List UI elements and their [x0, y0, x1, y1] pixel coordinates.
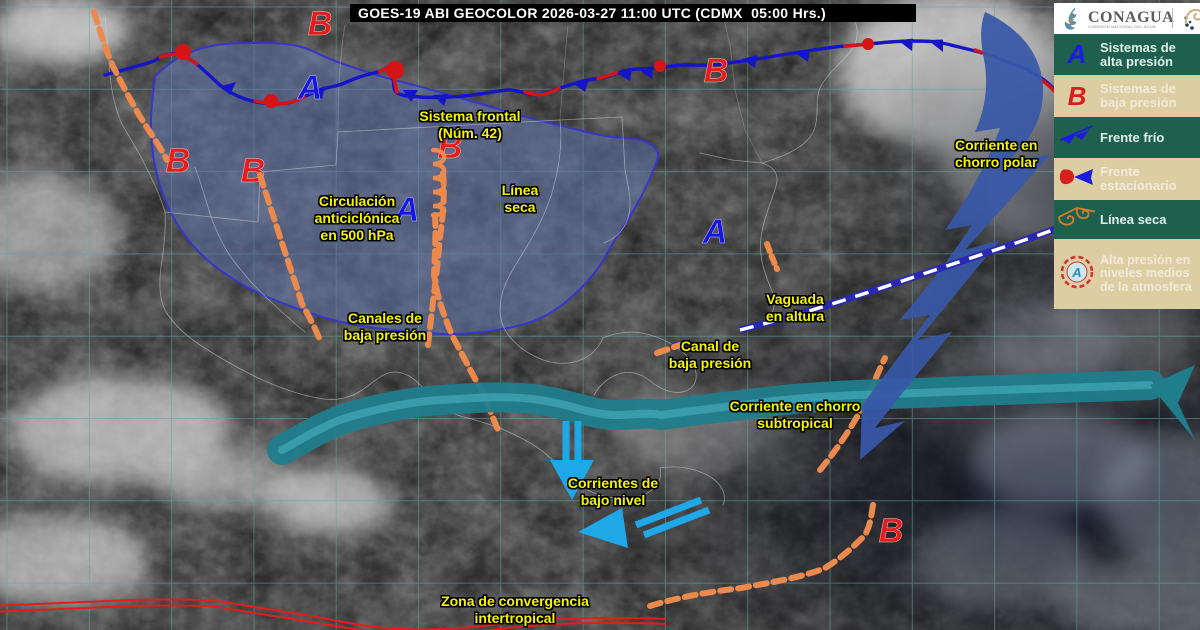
svg-text:A: A: [1071, 265, 1081, 280]
